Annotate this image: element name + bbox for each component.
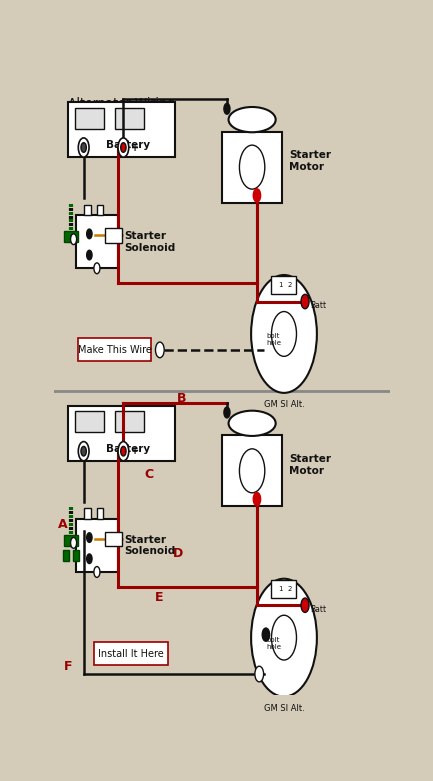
Circle shape [253,189,261,202]
Circle shape [253,493,261,506]
Text: C: C [145,468,154,480]
Circle shape [71,537,77,548]
Text: 1  2: 1 2 [279,586,292,592]
Bar [62,550,69,561]
Circle shape [251,579,317,697]
Circle shape [262,628,270,641]
Text: Install It Here: Install It Here [98,648,164,658]
Bar [75,412,104,433]
Text: +: + [131,142,139,152]
Circle shape [87,554,92,564]
Text: Starter
Motor: Starter Motor [289,150,331,172]
Ellipse shape [239,449,265,493]
Circle shape [71,234,77,244]
Bar [75,108,104,129]
Text: E: E [155,591,163,604]
Bar [106,228,122,243]
FancyBboxPatch shape [76,519,118,572]
Circle shape [155,342,164,358]
Circle shape [301,598,309,612]
Circle shape [94,566,100,577]
Circle shape [224,407,230,418]
FancyBboxPatch shape [222,132,282,202]
Text: GM SI Alt.: GM SI Alt. [264,704,304,713]
Text: D: D [173,547,184,560]
Circle shape [118,138,129,157]
Circle shape [78,441,89,461]
Circle shape [121,143,126,152]
Bar [84,508,90,519]
Bar [271,580,297,597]
Bar [64,231,78,242]
Bar [97,508,103,519]
Bar [97,205,103,216]
Text: bolt
hole: bolt hole [266,637,281,650]
Bar [115,412,144,433]
Text: Starter
Motor: Starter Motor [289,454,331,476]
Circle shape [87,250,92,260]
Text: B: B [177,391,186,405]
Circle shape [87,533,92,542]
FancyBboxPatch shape [68,406,175,461]
Text: Make This Wire: Make This Wire [78,345,152,355]
Text: GM SI Alt.: GM SI Alt. [264,400,304,409]
Text: A: A [58,519,67,531]
FancyBboxPatch shape [94,642,168,665]
Circle shape [87,229,92,239]
FancyBboxPatch shape [68,102,175,158]
Text: Alternator Wiring: Alternator Wiring [68,97,174,109]
Circle shape [271,615,297,660]
Bar [84,205,90,216]
Ellipse shape [229,411,276,436]
Ellipse shape [239,145,265,189]
Ellipse shape [229,107,276,132]
Circle shape [118,441,129,461]
Circle shape [121,447,126,456]
Circle shape [251,275,317,393]
Text: Starter
Solenoid: Starter Solenoid [125,231,176,252]
Circle shape [301,294,309,308]
Bar [106,532,122,547]
FancyBboxPatch shape [222,435,282,506]
Text: Starter
Solenoid: Starter Solenoid [125,535,176,556]
FancyBboxPatch shape [78,338,152,362]
Circle shape [255,666,264,682]
Text: +: + [131,446,139,456]
Bar [271,276,297,294]
Circle shape [78,138,89,157]
Circle shape [81,143,86,152]
Text: F: F [64,660,73,673]
Circle shape [94,263,100,273]
Bar [115,108,144,129]
Text: Batt: Batt [310,301,326,310]
Bar [64,535,78,546]
Text: Battery: Battery [106,444,150,454]
Text: Batt: Batt [310,604,326,614]
Circle shape [271,312,297,356]
Text: bolt
hole: bolt hole [266,333,281,346]
Text: 1  2: 1 2 [279,282,292,288]
Text: Battery: Battery [106,141,150,150]
Bar [73,550,79,561]
FancyBboxPatch shape [76,216,118,269]
Circle shape [224,103,230,114]
Circle shape [81,447,86,456]
